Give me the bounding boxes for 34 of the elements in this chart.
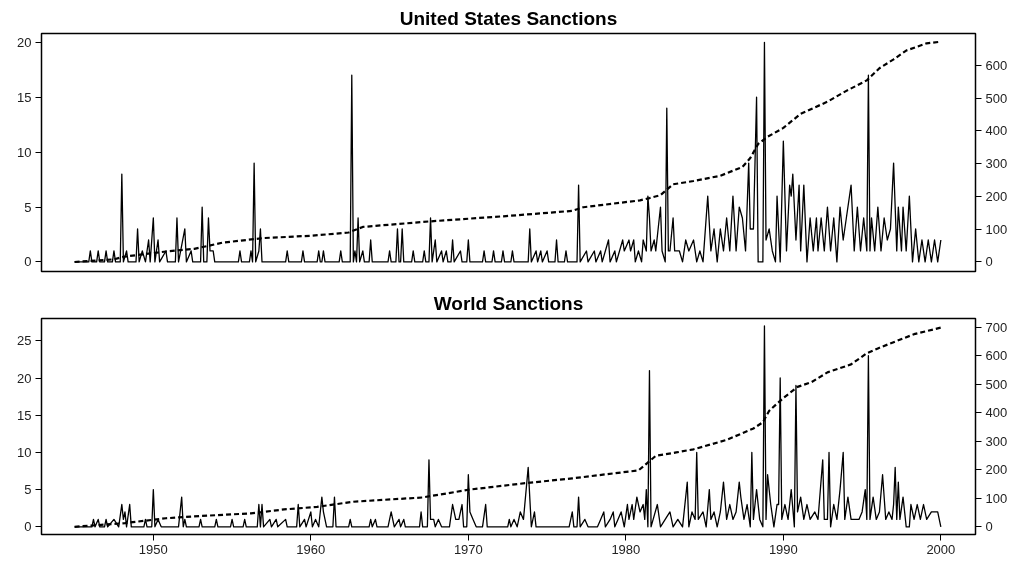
x-tick-label: 1960 xyxy=(296,541,326,557)
y2-tick-label: 300 xyxy=(985,433,1008,449)
y-tick-label: 15 xyxy=(17,407,32,423)
y2-tick-label: 0 xyxy=(985,254,993,270)
x-tick-label: 1970 xyxy=(453,541,483,557)
y2-tick-label: 100 xyxy=(985,490,1008,506)
x-tick-label: 1950 xyxy=(138,541,168,557)
y2-tick-label: 300 xyxy=(985,156,1008,172)
y-tick-label: 10 xyxy=(17,444,32,460)
y-tick-label: 0 xyxy=(24,254,32,270)
x-tick-label: 1980 xyxy=(611,541,641,557)
y-tick-label: 15 xyxy=(17,89,32,105)
y-tick-label: 5 xyxy=(24,199,32,215)
y2-tick-label: 100 xyxy=(985,221,1008,237)
y2-tick-label: 200 xyxy=(985,188,1008,204)
chart-title: United States Sanctions xyxy=(399,7,618,29)
x-tick-label: 1990 xyxy=(768,541,798,557)
y-tick-label: 20 xyxy=(17,370,32,386)
y2-tick-label: 400 xyxy=(985,405,1008,421)
y2-tick-label: 700 xyxy=(985,319,1008,335)
x-tick-label: 2000 xyxy=(926,541,956,557)
y-tick-label: 0 xyxy=(24,519,32,535)
y2-tick-label: 200 xyxy=(985,462,1008,478)
y2-tick-label: 500 xyxy=(985,90,1008,106)
y2-tick-label: 600 xyxy=(985,348,1008,364)
y2-tick-label: 400 xyxy=(985,123,1008,139)
chart-title: World Sanctions xyxy=(433,292,584,314)
y-tick-label: 10 xyxy=(17,144,32,160)
y-tick-label: 5 xyxy=(24,482,32,498)
y2-tick-label: 0 xyxy=(985,519,993,535)
y2-tick-label: 600 xyxy=(985,57,1008,73)
y-tick-label: 20 xyxy=(17,34,32,50)
y-tick-label: 25 xyxy=(17,333,32,349)
y2-tick-label: 500 xyxy=(985,376,1008,392)
